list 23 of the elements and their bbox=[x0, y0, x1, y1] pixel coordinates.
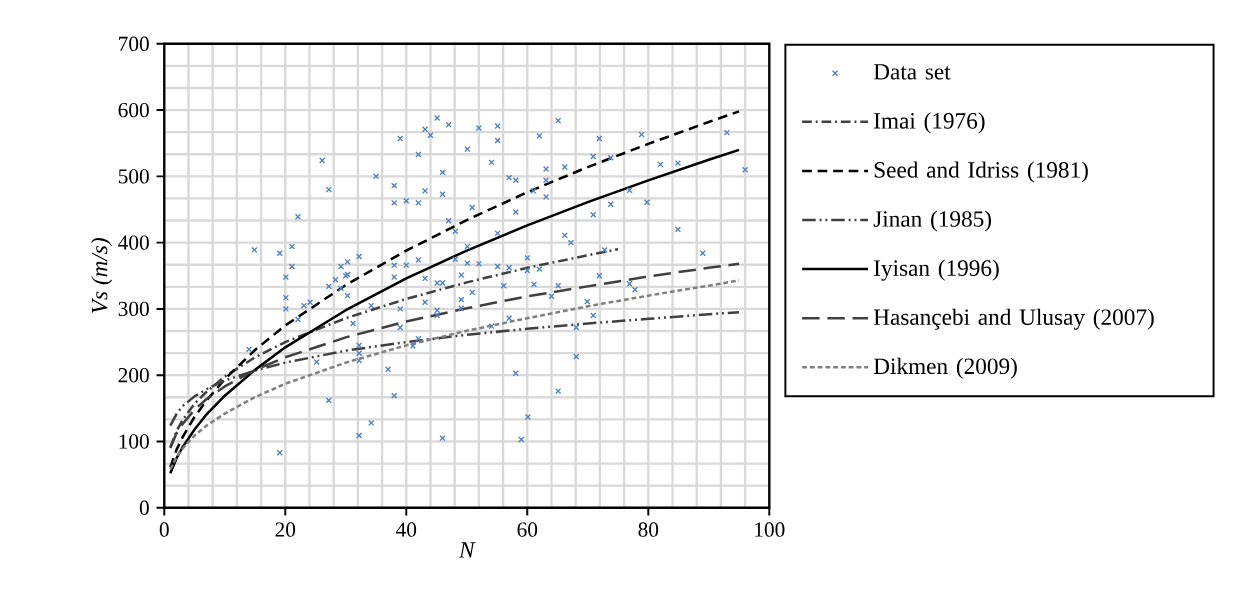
y-tick-label: 0 bbox=[139, 500, 149, 515]
x-tick-label: 80 bbox=[638, 522, 659, 537]
legend-label: Data set bbox=[873, 64, 951, 80]
x-tick-label: 60 bbox=[517, 522, 538, 537]
y-tick-label: 200 bbox=[118, 367, 149, 383]
legend-label: Iyisan (1996) bbox=[874, 259, 999, 281]
legend-label: Jinan (1985) bbox=[873, 210, 992, 232]
x-axis-title: N bbox=[458, 542, 476, 558]
legend-label: Seed and Idriss (1981) bbox=[874, 161, 1088, 183]
y-tick-label: 100 bbox=[119, 434, 149, 449]
x-tick-label: 100 bbox=[755, 522, 785, 537]
y-tick-label: 400 bbox=[118, 235, 149, 250]
legend-label: Hasançebi and Ulusay (2007) bbox=[873, 308, 1154, 330]
y-tick-label: 600 bbox=[118, 102, 149, 118]
x-tick-label: 40 bbox=[396, 522, 417, 537]
x-tick-label: 0 bbox=[159, 522, 169, 537]
legend-label: Dikmen (2009) bbox=[873, 357, 1017, 379]
y-axis-title: Vs (m/s) bbox=[91, 238, 113, 313]
legend-label: Imai (1976) bbox=[874, 112, 985, 134]
x-tick-label: 20 bbox=[275, 522, 296, 537]
y-tick-label: 300 bbox=[118, 301, 149, 317]
y-tick-label: 700 bbox=[119, 36, 149, 51]
y-tick-label: 500 bbox=[118, 169, 149, 184]
